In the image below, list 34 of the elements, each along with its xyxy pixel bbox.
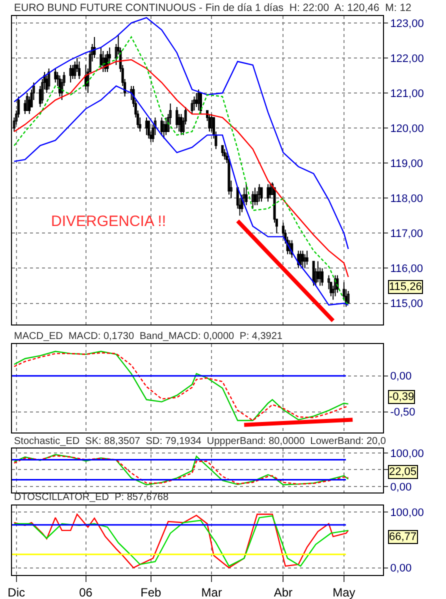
x-tick-label: Mar [201, 585, 222, 599]
y-tick-label: 121,00 [390, 88, 424, 100]
y-tick-label: 117,00 [390, 228, 424, 240]
y-tick-label: 0,00 [390, 562, 412, 575]
y-tick-label: -0,50 [390, 406, 416, 419]
line-series [14, 17, 349, 250]
x-tick-label: Abr [274, 585, 293, 599]
y-tick-label: 0,00 [390, 370, 412, 383]
annotation: DIVERGENCIA !! [51, 213, 166, 230]
x-tick-label: Dic [8, 585, 26, 599]
y-tick-label: 100,00 [390, 448, 424, 460]
chart-title: DTOSCILLATOR_ED P: 857,6768 [14, 492, 169, 503]
line-series [14, 36, 349, 306]
x-tick-label: May [332, 585, 356, 599]
y-tick-label: 120,00 [390, 122, 424, 135]
text: 22,05 [389, 466, 417, 478]
y-tick-label: 116,00 [390, 263, 424, 276]
line-series [14, 59, 349, 278]
y-tick-label: 119,00 [390, 158, 424, 170]
line-series [14, 85, 349, 306]
chart-title: EURO BUND FUTURE CONTINUOUS - Fin de día 1 días H: 22:00 A: 120,46 M: 12 [14, 2, 412, 14]
y-tick-label: 115,00 [390, 298, 424, 310]
y-tick-label: 122,00 [390, 52, 424, 65]
text: 115,26 [389, 281, 422, 293]
y-tick-label: 0,00 [390, 481, 412, 494]
x-tick-label: 06 [79, 585, 93, 599]
chart-title: Stochastic_ED SK: 88,3507 SD: 79,1934 UppperBand: 80,0000 LowerBand: 20,0 [14, 436, 386, 447]
x-tick-label: Feb [140, 585, 162, 599]
chart-title: MACD_ED MACD: 0,1730 Band_MACD: 0,0000 P: 4,3921 [14, 331, 283, 342]
y-tick-label: 118,00 [390, 193, 424, 205]
y-tick-label: 100,00 [390, 506, 424, 519]
text: -0,39 [389, 391, 414, 403]
y-tick-label: 123,00 [390, 18, 424, 30]
text: 66,77 [389, 531, 417, 543]
